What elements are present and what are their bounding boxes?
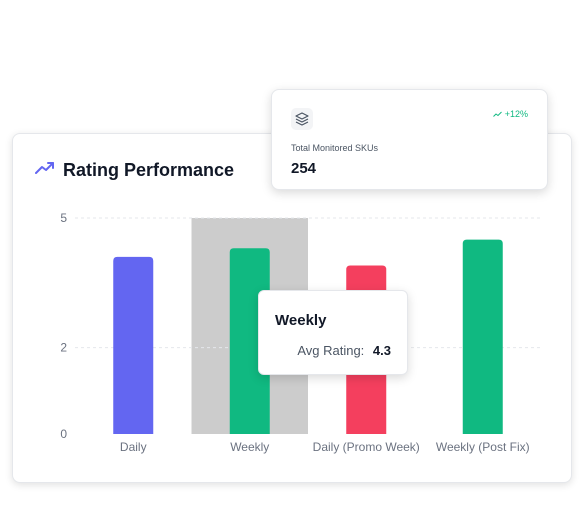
tooltip-title: Weekly xyxy=(275,312,327,329)
trending-up-icon xyxy=(35,161,55,180)
x-tick-label: Daily xyxy=(120,440,147,454)
layers-icon xyxy=(291,108,313,130)
card-header: Rating Performance xyxy=(35,160,234,181)
card-title: Rating Performance xyxy=(63,160,235,180)
y-tick-label: 2 xyxy=(60,341,67,355)
trending-up-small-icon xyxy=(492,109,502,119)
tooltip-label: Avg Rating: xyxy=(297,343,365,358)
bar-daily xyxy=(113,256,154,434)
kpi-change-value: +12% xyxy=(504,109,528,119)
y-tick-label: 5 xyxy=(60,211,67,225)
x-tick-label: Daily (Promo Week) xyxy=(313,440,420,454)
chart-tooltip: Weekly Avg Rating: 4.3 xyxy=(258,290,408,375)
x-tick-label: Weekly xyxy=(230,440,269,454)
kpi-card: +12% Total Monitored SKUs 254 xyxy=(271,89,548,190)
kpi-value: 254 xyxy=(291,160,317,177)
rating-performance-card: Rating Performance 0 2 5 Daily Weekly Daily (… xyxy=(12,133,572,483)
kpi-change: +12% xyxy=(492,109,528,119)
tooltip-row: Avg Rating: 4.3 xyxy=(297,343,391,358)
x-tick-label: Weekly (Post Fix) xyxy=(436,440,530,454)
bar-weekly-post-fix xyxy=(462,239,503,434)
tooltip-value: 4.3 xyxy=(372,343,391,358)
kpi-label: Total Monitored SKUs xyxy=(291,143,379,153)
bar-chart: 0 2 5 Daily Weekly Daily (Promo Week) Weekly (… xyxy=(60,211,541,454)
y-tick-label: 0 xyxy=(60,427,67,441)
